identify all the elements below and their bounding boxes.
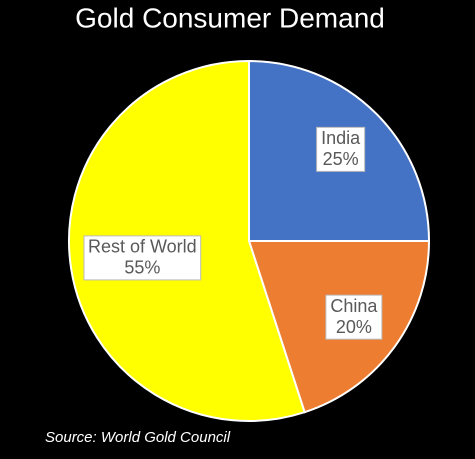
chart-title: Gold Consumer Demand (75, 2, 385, 33)
category-label: India (321, 128, 361, 148)
category-label: China (330, 296, 378, 316)
value-label: 25% (323, 149, 359, 169)
label-box (316, 126, 366, 172)
value-label: 20% (336, 317, 372, 337)
category-label: Rest of World (88, 237, 197, 257)
source-note: Source: World Gold Council (45, 429, 231, 446)
label-box (83, 235, 202, 281)
value-label: 55% (124, 258, 160, 278)
label-box (325, 294, 383, 340)
